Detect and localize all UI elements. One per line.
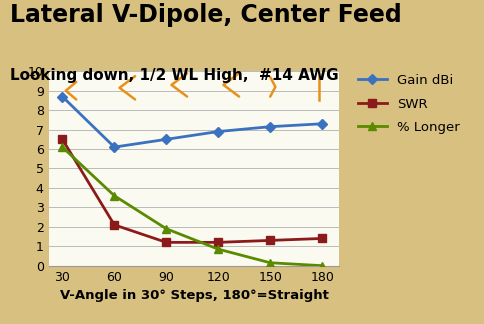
Gain dBi — [318, 122, 324, 126]
Gain dBi — [60, 95, 65, 98]
% Longer — [215, 247, 221, 251]
Gain dBi — [163, 137, 169, 141]
SWR — [318, 237, 324, 240]
SWR — [267, 238, 272, 242]
SWR — [163, 240, 169, 244]
SWR — [215, 240, 221, 244]
% Longer — [163, 227, 169, 231]
Gain dBi — [267, 125, 272, 129]
% Longer — [267, 261, 272, 265]
% Longer — [60, 145, 65, 149]
% Longer — [318, 264, 324, 268]
Text: Looking down, 1/2 WL High,  #14 AWG: Looking down, 1/2 WL High, #14 AWG — [10, 68, 338, 83]
Line: Gain dBi: Gain dBi — [59, 93, 325, 151]
Text: Lateral V-Dipole, Center Feed: Lateral V-Dipole, Center Feed — [10, 3, 401, 27]
SWR — [60, 137, 65, 141]
Gain dBi — [111, 145, 117, 149]
SWR — [111, 223, 117, 227]
% Longer — [111, 194, 117, 198]
Legend: Gain dBi, SWR, % Longer: Gain dBi, SWR, % Longer — [357, 74, 459, 134]
X-axis label: V-Angle in 30° Steps, 180°=Straight: V-Angle in 30° Steps, 180°=Straight — [60, 289, 328, 302]
Gain dBi — [215, 130, 221, 133]
Line: % Longer: % Longer — [58, 143, 326, 270]
Line: SWR: SWR — [59, 135, 325, 246]
